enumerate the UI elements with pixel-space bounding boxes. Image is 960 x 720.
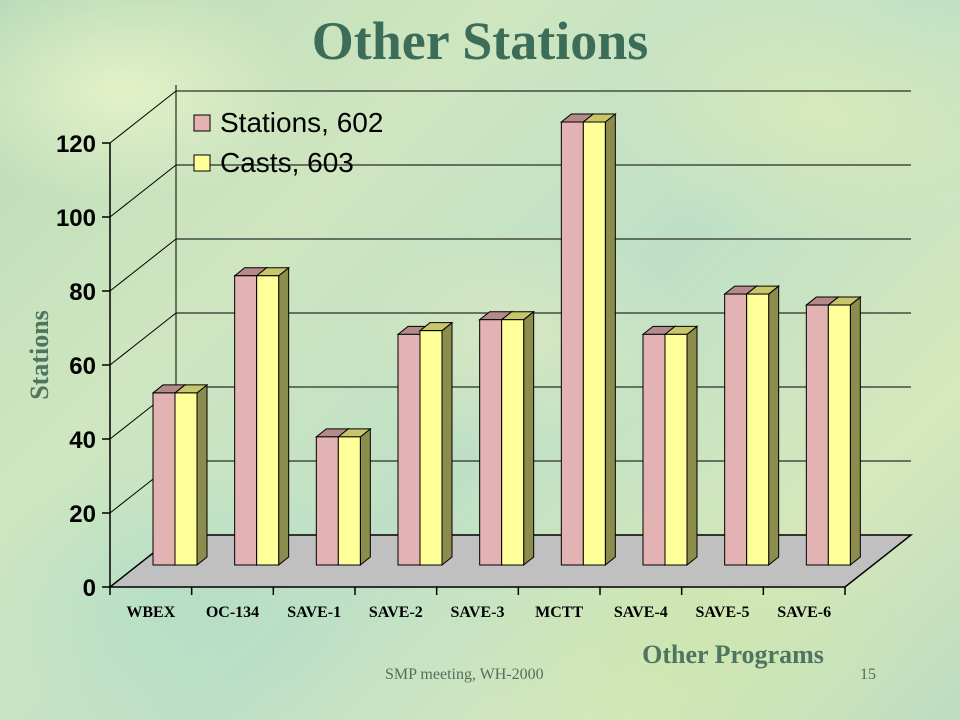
bar-front bbox=[315, 436, 339, 566]
bar-front bbox=[419, 330, 443, 566]
chart-legend: Stations, 602 Casts, 603 bbox=[193, 107, 383, 178]
bar-front bbox=[746, 293, 770, 566]
x-tick-label: OC-134 bbox=[206, 604, 259, 621]
legend-label: Stations, 602 bbox=[220, 107, 383, 138]
bar-side bbox=[359, 427, 371, 567]
bar-front bbox=[174, 392, 198, 566]
legend-swatch bbox=[193, 154, 211, 172]
y-tick-label: 20 bbox=[69, 501, 96, 528]
bar-front bbox=[827, 304, 851, 566]
bar-side bbox=[768, 285, 780, 567]
bar-oc-134-series2 bbox=[255, 266, 291, 567]
chart-bars bbox=[151, 112, 862, 567]
bar-side bbox=[196, 383, 208, 567]
bar-save-2-series2 bbox=[418, 321, 454, 567]
bar-front bbox=[642, 333, 666, 566]
bar-front bbox=[560, 121, 584, 566]
bar-front bbox=[805, 304, 829, 566]
x-axis: WBEX OC-134 SAVE-1 SAVE-2 SAVE-3 MCTT SAVE-4 SA… bbox=[109, 587, 846, 621]
page-number: 15 bbox=[860, 666, 876, 683]
gridline-side bbox=[109, 90, 177, 144]
bar-side bbox=[441, 321, 453, 567]
slide-title: Other Stations bbox=[311, 11, 649, 71]
y-axis: 0 20 40 60 80 100 120 bbox=[56, 131, 110, 602]
bar-save-1-series2 bbox=[336, 427, 372, 567]
bar-front bbox=[256, 275, 280, 566]
bar-side bbox=[604, 112, 616, 567]
bar-front bbox=[724, 293, 748, 566]
bar-front bbox=[664, 333, 688, 566]
y-axis-title: Stations bbox=[25, 310, 54, 400]
y-tick-label: 80 bbox=[69, 279, 96, 306]
bar-front bbox=[582, 121, 606, 566]
bar-side bbox=[523, 310, 535, 567]
chart-gridlines bbox=[109, 90, 911, 514]
bar-front bbox=[479, 319, 503, 566]
bar-side bbox=[278, 266, 290, 567]
y-tick-label: 100 bbox=[56, 205, 96, 232]
bar-save-6-series2 bbox=[826, 296, 862, 567]
y-tick-label: 60 bbox=[69, 353, 96, 380]
x-tick-label: SAVE-5 bbox=[696, 604, 750, 621]
bar-wbex-series2 bbox=[173, 383, 209, 567]
gridline-side bbox=[109, 164, 177, 218]
bar-side bbox=[849, 296, 861, 567]
legend-swatch bbox=[193, 114, 211, 132]
x-tick-label: SAVE-1 bbox=[287, 604, 341, 621]
x-tick-label: WBEX bbox=[126, 604, 175, 621]
x-tick-label: SAVE-6 bbox=[777, 604, 831, 621]
y-tick-label: 40 bbox=[69, 427, 96, 454]
bar-mctt-series2 bbox=[581, 112, 617, 567]
bar-save-5-series2 bbox=[745, 285, 781, 567]
footer-text: SMP meeting, WH-2000 bbox=[385, 666, 544, 683]
x-tick-label: SAVE-2 bbox=[369, 604, 423, 621]
bar-front bbox=[397, 333, 421, 566]
bar-front bbox=[234, 275, 258, 566]
gridline-side bbox=[109, 238, 177, 292]
x-tick-label: SAVE-3 bbox=[451, 604, 505, 621]
bar-front bbox=[152, 392, 176, 566]
bar-save-4-series2 bbox=[663, 325, 699, 567]
x-axis-title: Other Programs bbox=[642, 640, 824, 669]
bar-side bbox=[686, 325, 698, 567]
bar-front bbox=[501, 319, 525, 566]
legend-label: Casts, 603 bbox=[220, 147, 354, 178]
y-tick-label: 0 bbox=[83, 575, 96, 602]
x-tick-label: MCTT bbox=[535, 604, 583, 621]
x-tick-label: SAVE-4 bbox=[614, 604, 668, 621]
bar-save-3-series2 bbox=[500, 310, 536, 567]
gridline-side bbox=[109, 312, 177, 366]
y-tick-label: 120 bbox=[56, 131, 96, 158]
bar-front bbox=[337, 436, 361, 566]
